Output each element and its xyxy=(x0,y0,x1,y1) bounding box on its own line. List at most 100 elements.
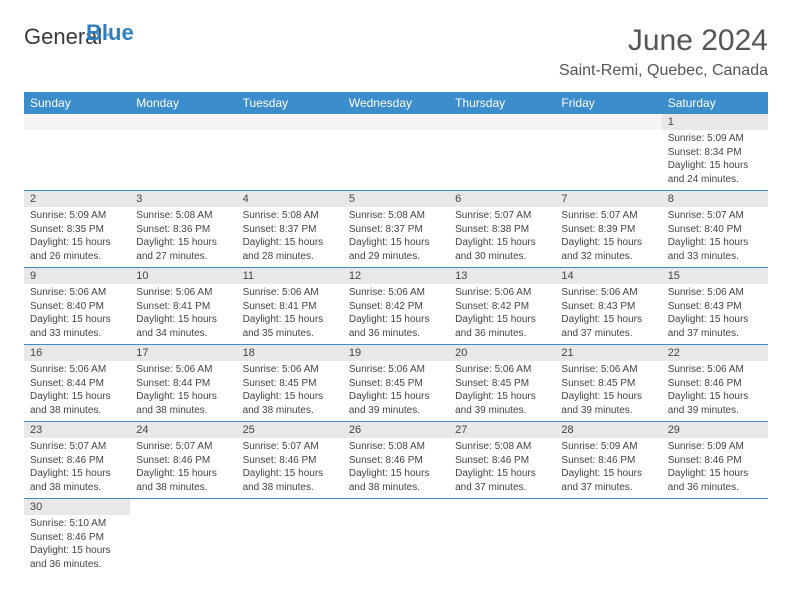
sunrise-line: Sunrise: 5:09 AM xyxy=(668,132,762,146)
day-number: 23 xyxy=(24,422,130,438)
daylight-line: Daylight: 15 hours and 28 minutes. xyxy=(243,236,337,263)
sunrise-line: Sunrise: 5:07 AM xyxy=(455,209,549,223)
calendar-cell: 18Sunrise: 5:06 AMSunset: 8:45 PMDayligh… xyxy=(237,345,343,422)
sunrise-line: Sunrise: 5:06 AM xyxy=(136,363,230,377)
sunset-line: Sunset: 8:37 PM xyxy=(243,223,337,237)
day-number: 7 xyxy=(555,191,661,207)
calendar-row: 1Sunrise: 5:09 AMSunset: 8:34 PMDaylight… xyxy=(24,114,768,191)
day-number: 12 xyxy=(343,268,449,284)
daylight-line: Daylight: 15 hours and 27 minutes. xyxy=(136,236,230,263)
calendar-cell xyxy=(343,114,449,191)
sunrise-line: Sunrise: 5:10 AM xyxy=(30,517,124,531)
logo-text-2: Blue xyxy=(86,20,134,46)
day-number: 26 xyxy=(343,422,449,438)
calendar-cell: 25Sunrise: 5:07 AMSunset: 8:46 PMDayligh… xyxy=(237,422,343,499)
day-number: 15 xyxy=(662,268,768,284)
calendar-cell: 22Sunrise: 5:06 AMSunset: 8:46 PMDayligh… xyxy=(662,345,768,422)
calendar-cell: 23Sunrise: 5:07 AMSunset: 8:46 PMDayligh… xyxy=(24,422,130,499)
daynum-empty xyxy=(130,114,236,130)
day-details: Sunrise: 5:07 AMSunset: 8:40 PMDaylight:… xyxy=(662,207,768,267)
page-header: General Blue June 2024 Saint-Remi, Quebe… xyxy=(24,24,768,84)
calendar-cell: 26Sunrise: 5:08 AMSunset: 8:46 PMDayligh… xyxy=(343,422,449,499)
sunset-line: Sunset: 8:46 PM xyxy=(136,454,230,468)
sunrise-line: Sunrise: 5:06 AM xyxy=(455,286,549,300)
daynum-empty xyxy=(449,114,555,130)
sunrise-line: Sunrise: 5:06 AM xyxy=(30,286,124,300)
daylight-line: Daylight: 15 hours and 30 minutes. xyxy=(455,236,549,263)
sunset-line: Sunset: 8:38 PM xyxy=(455,223,549,237)
daynum-empty xyxy=(555,114,661,130)
day-number: 22 xyxy=(662,345,768,361)
day-details: Sunrise: 5:07 AMSunset: 8:46 PMDaylight:… xyxy=(237,438,343,498)
sunset-line: Sunset: 8:43 PM xyxy=(561,300,655,314)
day-number: 27 xyxy=(449,422,555,438)
daylight-line: Daylight: 15 hours and 38 minutes. xyxy=(243,467,337,494)
daylight-line: Daylight: 15 hours and 38 minutes. xyxy=(243,390,337,417)
sunset-line: Sunset: 8:46 PM xyxy=(30,531,124,545)
daylight-line: Daylight: 15 hours and 37 minutes. xyxy=(561,467,655,494)
calendar-cell xyxy=(24,114,130,191)
sunset-line: Sunset: 8:46 PM xyxy=(349,454,443,468)
day-number: 9 xyxy=(24,268,130,284)
day-details: Sunrise: 5:08 AMSunset: 8:46 PMDaylight:… xyxy=(449,438,555,498)
sunrise-line: Sunrise: 5:06 AM xyxy=(30,363,124,377)
calendar-cell: 6Sunrise: 5:07 AMSunset: 8:38 PMDaylight… xyxy=(449,191,555,268)
day-details: Sunrise: 5:09 AMSunset: 8:46 PMDaylight:… xyxy=(662,438,768,498)
calendar-cell: 29Sunrise: 5:09 AMSunset: 8:46 PMDayligh… xyxy=(662,422,768,499)
day-details: Sunrise: 5:06 AMSunset: 8:43 PMDaylight:… xyxy=(662,284,768,344)
calendar-row: 9Sunrise: 5:06 AMSunset: 8:40 PMDaylight… xyxy=(24,268,768,345)
location-label: Saint-Remi, Quebec, Canada xyxy=(559,62,768,80)
sunrise-line: Sunrise: 5:07 AM xyxy=(30,440,124,454)
calendar-cell xyxy=(343,499,449,576)
calendar-cell: 17Sunrise: 5:06 AMSunset: 8:44 PMDayligh… xyxy=(130,345,236,422)
sunset-line: Sunset: 8:46 PM xyxy=(561,454,655,468)
day-details: Sunrise: 5:06 AMSunset: 8:45 PMDaylight:… xyxy=(555,361,661,421)
day-details: Sunrise: 5:08 AMSunset: 8:36 PMDaylight:… xyxy=(130,207,236,267)
daylight-line: Daylight: 15 hours and 39 minutes. xyxy=(455,390,549,417)
sunrise-line: Sunrise: 5:06 AM xyxy=(349,286,443,300)
daylight-line: Daylight: 15 hours and 39 minutes. xyxy=(561,390,655,417)
sunset-line: Sunset: 8:44 PM xyxy=(136,377,230,391)
daylight-line: Daylight: 15 hours and 36 minutes. xyxy=(668,467,762,494)
day-number: 19 xyxy=(343,345,449,361)
sunset-line: Sunset: 8:45 PM xyxy=(455,377,549,391)
daylight-line: Daylight: 15 hours and 38 minutes. xyxy=(30,390,124,417)
sunrise-line: Sunrise: 5:06 AM xyxy=(668,286,762,300)
day-number: 20 xyxy=(449,345,555,361)
sunset-line: Sunset: 8:36 PM xyxy=(136,223,230,237)
weekday-header: Tuesday xyxy=(237,92,343,114)
month-title: June 2024 xyxy=(559,24,768,58)
sunset-line: Sunset: 8:35 PM xyxy=(30,223,124,237)
sunrise-line: Sunrise: 5:07 AM xyxy=(243,440,337,454)
day-number: 11 xyxy=(237,268,343,284)
day-details: Sunrise: 5:08 AMSunset: 8:46 PMDaylight:… xyxy=(343,438,449,498)
calendar-cell: 28Sunrise: 5:09 AMSunset: 8:46 PMDayligh… xyxy=(555,422,661,499)
daylight-line: Daylight: 15 hours and 38 minutes. xyxy=(136,390,230,417)
sunset-line: Sunset: 8:46 PM xyxy=(243,454,337,468)
daynum-empty xyxy=(343,114,449,130)
calendar-cell: 2Sunrise: 5:09 AMSunset: 8:35 PMDaylight… xyxy=(24,191,130,268)
logo: General Blue xyxy=(24,24,134,50)
day-details: Sunrise: 5:06 AMSunset: 8:45 PMDaylight:… xyxy=(449,361,555,421)
day-number: 16 xyxy=(24,345,130,361)
calendar-cell: 13Sunrise: 5:06 AMSunset: 8:42 PMDayligh… xyxy=(449,268,555,345)
day-number: 25 xyxy=(237,422,343,438)
day-number: 13 xyxy=(449,268,555,284)
daylight-line: Daylight: 15 hours and 37 minutes. xyxy=(455,467,549,494)
calendar-cell: 20Sunrise: 5:06 AMSunset: 8:45 PMDayligh… xyxy=(449,345,555,422)
sunrise-line: Sunrise: 5:09 AM xyxy=(668,440,762,454)
daylight-line: Daylight: 15 hours and 37 minutes. xyxy=(668,313,762,340)
day-details: Sunrise: 5:07 AMSunset: 8:38 PMDaylight:… xyxy=(449,207,555,267)
day-details: Sunrise: 5:06 AMSunset: 8:44 PMDaylight:… xyxy=(24,361,130,421)
calendar-cell: 7Sunrise: 5:07 AMSunset: 8:39 PMDaylight… xyxy=(555,191,661,268)
sunrise-line: Sunrise: 5:08 AM xyxy=(349,209,443,223)
sunrise-line: Sunrise: 5:06 AM xyxy=(349,363,443,377)
calendar-table: Sunday Monday Tuesday Wednesday Thursday… xyxy=(24,92,768,575)
calendar-row: 30Sunrise: 5:10 AMSunset: 8:46 PMDayligh… xyxy=(24,499,768,576)
day-number: 3 xyxy=(130,191,236,207)
sunset-line: Sunset: 8:41 PM xyxy=(136,300,230,314)
daylight-line: Daylight: 15 hours and 34 minutes. xyxy=(136,313,230,340)
day-details: Sunrise: 5:08 AMSunset: 8:37 PMDaylight:… xyxy=(343,207,449,267)
calendar-cell xyxy=(449,499,555,576)
daylight-line: Daylight: 15 hours and 29 minutes. xyxy=(349,236,443,263)
